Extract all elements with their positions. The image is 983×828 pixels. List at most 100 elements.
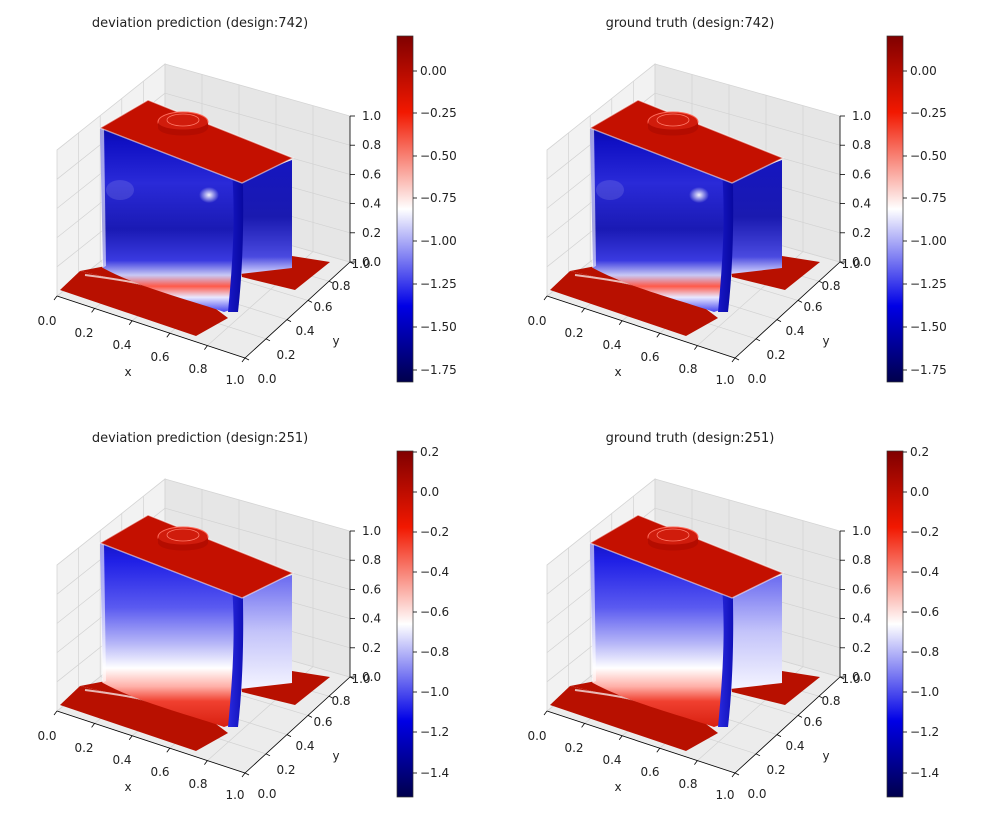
x-tick-mark xyxy=(618,735,623,741)
x-tick-mark xyxy=(91,308,95,313)
colorbar xyxy=(396,450,414,798)
x-tick-label: 0.4 xyxy=(112,753,131,767)
base-plate-front xyxy=(550,686,718,751)
boss-ring xyxy=(166,528,200,542)
x-tick-label: 1.0 xyxy=(225,788,244,802)
x-axis-label: x xyxy=(614,780,621,794)
x-tick-label: 0.4 xyxy=(602,338,621,352)
x-tick-label: 0.6 xyxy=(150,765,169,779)
y-tick-mark xyxy=(755,753,761,757)
front-side-edge xyxy=(718,567,734,727)
grid-line xyxy=(164,507,351,561)
colorbar-tick-label: −1.2 xyxy=(420,725,449,739)
colorbar-tick-label: −1.00 xyxy=(420,234,457,248)
x-axis-line xyxy=(546,710,736,774)
y-axis-line xyxy=(734,261,841,359)
front-side-edge xyxy=(228,152,244,312)
x-tick-label: 0.6 xyxy=(640,350,659,364)
y-tick-label: 0.4 xyxy=(295,739,314,753)
front-left-edge xyxy=(590,543,596,683)
x-tick-mark xyxy=(241,357,246,363)
panel-title: ground truth (design:742) xyxy=(606,16,775,31)
y-tick-mark xyxy=(328,695,334,699)
y-tick-mark xyxy=(818,695,824,699)
top-cap xyxy=(590,515,783,598)
boss-ring xyxy=(656,113,690,127)
y-tick-mark xyxy=(797,300,803,303)
hotspot-faint xyxy=(106,180,134,200)
x-tick-mark xyxy=(656,747,661,753)
colorbar-tick-label: −0.50 xyxy=(910,149,947,163)
z-tick-label: 0.6 xyxy=(362,582,381,596)
x-tick-mark xyxy=(128,735,133,741)
y-axis-line xyxy=(734,676,841,774)
colorbar-tick-label: −1.25 xyxy=(910,277,947,291)
x-tick-label: 1.0 xyxy=(715,373,734,387)
grid-line xyxy=(654,92,841,146)
x-axis-line xyxy=(56,710,246,774)
front-left-edge xyxy=(100,543,106,683)
colorbar-tick-label: −1.4 xyxy=(910,766,939,780)
y-tick-label: 0.0 xyxy=(747,787,766,801)
colorbar-tick-label: −0.25 xyxy=(420,106,457,120)
x-tick-mark xyxy=(694,760,698,765)
colorbar xyxy=(886,450,904,798)
y-tick-label: 0.6 xyxy=(803,715,822,729)
x-tick-mark xyxy=(53,295,58,301)
y-tick-label: 1.0 xyxy=(841,672,860,686)
z-tick-label: 0.8 xyxy=(852,138,871,152)
y-tick-label: 0.2 xyxy=(766,348,785,362)
colorbar-tick-label: −0.50 xyxy=(420,149,457,163)
colorbar-tick-label: −0.8 xyxy=(420,645,449,659)
x-tick-mark xyxy=(543,295,548,301)
y-axis-line xyxy=(244,261,351,359)
rear-face xyxy=(237,575,292,689)
z-tick-label: 0.6 xyxy=(362,167,381,181)
y-tick-label: 1.0 xyxy=(841,257,860,271)
x-tick-mark xyxy=(204,345,208,350)
y-axis-label: y xyxy=(822,334,829,348)
x-tick-mark xyxy=(618,320,623,326)
boss-ring xyxy=(656,528,690,542)
x-tick-label: 0.0 xyxy=(37,729,56,743)
colorbar-tick-label: −1.2 xyxy=(910,725,939,739)
panel-title: deviation prediction (design:742) xyxy=(92,16,308,31)
rear-face xyxy=(727,575,782,689)
z-tick-label: 0.2 xyxy=(852,641,871,655)
boss-side xyxy=(158,122,208,136)
colorbar-tick-label: −0.2 xyxy=(420,525,449,539)
chart-panel-4: ground truth (design:251) 0.0 0.2 0.4 0.6 0.8… xyxy=(527,431,939,802)
y-tick-label: 0.4 xyxy=(785,324,804,338)
front-face xyxy=(100,128,236,312)
x-tick-mark xyxy=(543,710,548,716)
x-tick-label: 0.0 xyxy=(527,729,546,743)
top-cap-edge xyxy=(98,514,295,599)
colorbar xyxy=(886,35,904,383)
x-tick-mark xyxy=(128,320,133,326)
z-tick-label: 0.4 xyxy=(852,197,871,211)
x-tick-label: 0.6 xyxy=(640,765,659,779)
boss-side xyxy=(648,537,698,551)
x-tick-mark xyxy=(91,723,95,728)
y-tick-mark xyxy=(797,715,803,718)
x-tick-mark xyxy=(656,332,661,338)
top-cap xyxy=(100,515,293,598)
x-tick-label: 0.2 xyxy=(564,326,583,340)
x-tick-label: 0.2 xyxy=(564,741,583,755)
x-axis-label: x xyxy=(124,365,131,379)
z-tick-label: 0.0 xyxy=(852,670,871,684)
colorbar-tick-label: −1.0 xyxy=(910,685,939,699)
y-tick-label: 0.0 xyxy=(257,372,276,386)
panel-title: ground truth (design:251) xyxy=(606,431,775,446)
x-tick-label: 0.8 xyxy=(678,362,697,376)
boss-side xyxy=(158,537,208,551)
boss-ring xyxy=(166,113,200,127)
z-tick-label: 0.4 xyxy=(852,612,871,626)
x-axis-label: x xyxy=(614,365,621,379)
x-tick-label: 0.8 xyxy=(678,777,697,791)
rear-face xyxy=(727,160,782,274)
z-tick-label: 0.0 xyxy=(362,255,381,269)
z-tick-label: 0.4 xyxy=(362,197,381,211)
z-tick-label: 0.0 xyxy=(362,670,381,684)
